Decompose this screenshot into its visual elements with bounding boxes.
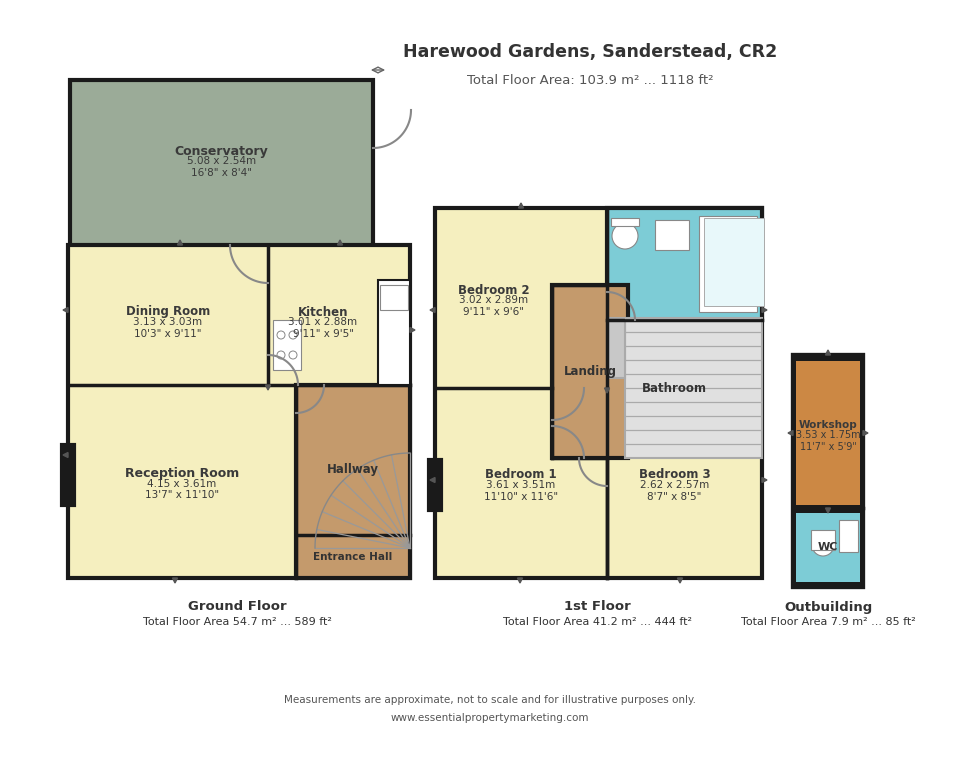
Bar xyxy=(273,320,301,370)
Polygon shape xyxy=(63,453,68,457)
Polygon shape xyxy=(605,388,610,393)
Text: WC: WC xyxy=(818,543,838,553)
Bar xyxy=(625,318,762,458)
Text: 3.01 x 2.88m
9'11" x 9'5": 3.01 x 2.88m 9'11" x 9'5" xyxy=(288,317,358,339)
Text: 2.62 x 2.57m
8'7" x 8'5": 2.62 x 2.57m 8'7" x 8'5" xyxy=(640,480,710,502)
Text: Conservatory: Conservatory xyxy=(174,145,269,157)
Bar xyxy=(607,208,762,320)
Text: Total Floor Area: 103.9 m² ... 1118 ft²: Total Floor Area: 103.9 m² ... 1118 ft² xyxy=(466,74,713,86)
Polygon shape xyxy=(825,350,830,355)
Text: Total Floor Area 7.9 m² ... 85 ft²: Total Floor Area 7.9 m² ... 85 ft² xyxy=(741,617,915,627)
Polygon shape xyxy=(63,308,68,312)
Text: Kitchen: Kitchen xyxy=(298,305,348,319)
Text: Outbuilding: Outbuilding xyxy=(784,601,872,614)
Bar xyxy=(839,520,858,552)
Bar xyxy=(704,218,764,306)
Polygon shape xyxy=(337,240,342,245)
Bar xyxy=(607,318,625,378)
Polygon shape xyxy=(430,478,435,482)
Text: Bedroom 3: Bedroom 3 xyxy=(639,468,710,482)
Text: Bathroom: Bathroom xyxy=(642,383,707,395)
Bar xyxy=(611,218,639,226)
Polygon shape xyxy=(863,431,868,435)
Text: Workshop: Workshop xyxy=(799,420,858,430)
Polygon shape xyxy=(788,431,793,435)
Bar xyxy=(380,285,408,310)
Circle shape xyxy=(612,223,638,249)
Text: Total Floor Area 41.2 m² ... 444 ft²: Total Floor Area 41.2 m² ... 444 ft² xyxy=(503,617,692,627)
Text: Entrance Hall: Entrance Hall xyxy=(314,551,393,561)
Polygon shape xyxy=(410,327,415,333)
Bar xyxy=(796,361,860,505)
Bar xyxy=(70,80,373,248)
Bar xyxy=(655,220,689,250)
Polygon shape xyxy=(518,203,523,208)
Bar xyxy=(796,513,860,582)
Bar xyxy=(552,285,628,458)
Polygon shape xyxy=(172,578,177,583)
Polygon shape xyxy=(762,308,767,312)
Bar xyxy=(296,385,410,578)
Text: Measurements are approximate, not to scale and for illustrative purposes only.: Measurements are approximate, not to sca… xyxy=(284,695,696,705)
Polygon shape xyxy=(266,385,270,390)
Text: Ground Floor: Ground Floor xyxy=(188,601,286,614)
Polygon shape xyxy=(825,508,830,513)
Text: Reception Room: Reception Room xyxy=(124,467,239,480)
Text: Hallway: Hallway xyxy=(327,464,379,477)
Text: Dining Room: Dining Room xyxy=(125,305,210,319)
Polygon shape xyxy=(762,478,767,482)
Text: 3.02 x 2.89m
9'11" x 9'6": 3.02 x 2.89m 9'11" x 9'6" xyxy=(459,295,528,317)
Text: Bedroom 1: Bedroom 1 xyxy=(485,468,557,482)
Text: 3.53 x 1.75m
11'7" x 5'9": 3.53 x 1.75m 11'7" x 5'9" xyxy=(796,430,860,452)
Bar xyxy=(378,280,410,385)
Text: Total Floor Area 54.7 m² ... 589 ft²: Total Floor Area 54.7 m² ... 589 ft² xyxy=(142,617,331,627)
Bar xyxy=(62,445,74,505)
Bar xyxy=(429,460,441,510)
Text: www.essentialpropertymarketing.com: www.essentialpropertymarketing.com xyxy=(391,713,589,723)
Text: 5.08 x 2.54m
16'8" x 8'4": 5.08 x 2.54m 16'8" x 8'4" xyxy=(187,156,256,178)
Text: 1st Floor: 1st Floor xyxy=(564,601,630,614)
Bar xyxy=(793,355,863,587)
Polygon shape xyxy=(177,240,182,245)
Text: Harewood Gardens, Sanderstead, CR2: Harewood Gardens, Sanderstead, CR2 xyxy=(403,43,777,61)
Bar xyxy=(811,530,835,550)
Polygon shape xyxy=(430,308,435,312)
Bar xyxy=(793,355,863,587)
Text: 3.61 x 3.51m
11'10" x 11'6": 3.61 x 3.51m 11'10" x 11'6" xyxy=(484,480,558,502)
Circle shape xyxy=(812,534,834,556)
Bar xyxy=(68,245,410,578)
Text: 3.13 x 3.03m
10'3" x 9'11": 3.13 x 3.03m 10'3" x 9'11" xyxy=(133,317,203,339)
Polygon shape xyxy=(677,578,682,583)
Bar xyxy=(699,216,757,312)
Text: Bedroom 2: Bedroom 2 xyxy=(458,283,529,297)
Text: 4.15 x 3.61m
13'7" x 11'10": 4.15 x 3.61m 13'7" x 11'10" xyxy=(145,478,220,500)
Bar xyxy=(435,208,762,578)
Polygon shape xyxy=(517,578,522,583)
Text: Landing: Landing xyxy=(564,365,616,378)
